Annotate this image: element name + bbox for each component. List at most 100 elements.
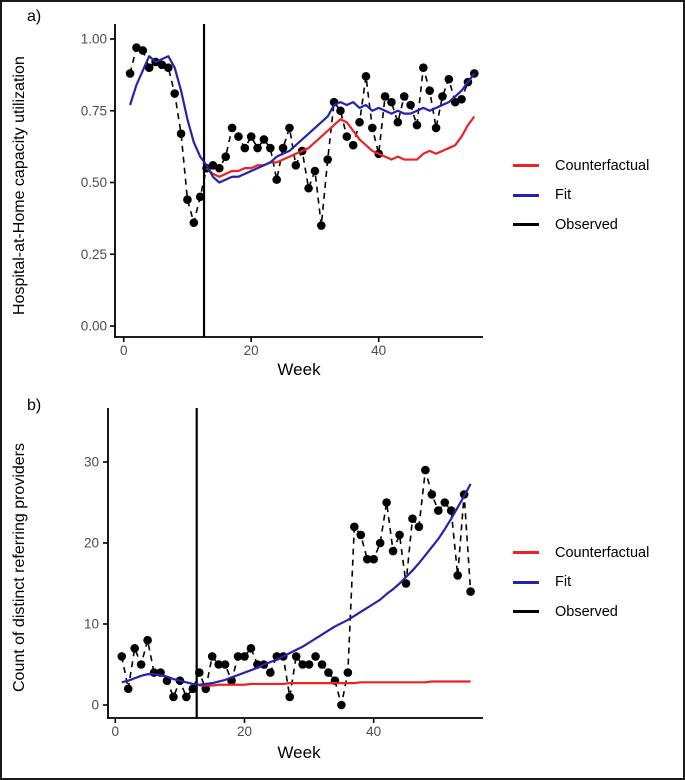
observed-point (421, 465, 430, 475)
observed-point (317, 660, 327, 669)
observed-point (125, 69, 135, 78)
observed-point (388, 546, 398, 556)
y-tick-label: 20 (84, 536, 99, 551)
x-tick-label: 0 (112, 724, 120, 739)
y-tick-label: 0.50 (81, 175, 107, 190)
legend-swatch-observed (513, 223, 539, 227)
observed-point (440, 498, 450, 507)
panel-b: b) Count of distinct referring providers… (2, 390, 683, 778)
observed-point (195, 192, 205, 202)
legend-item-fit: Fit (513, 181, 649, 211)
observed-point (221, 152, 230, 161)
legend-label: Observed (555, 603, 618, 620)
observed-point (123, 684, 133, 694)
legend-label: Counterfactual (555, 157, 650, 174)
counterfactual-line (199, 680, 471, 687)
observed-point (117, 652, 127, 661)
observed-point (253, 143, 262, 153)
y-tick-label: 30 (84, 455, 99, 470)
observed-point (310, 166, 320, 176)
legend-swatch-fit (513, 193, 539, 197)
observed-point (143, 635, 152, 645)
observed-point (453, 571, 462, 580)
y-tick-label: 1.00 (81, 32, 107, 47)
fit-line (129, 55, 476, 184)
observed-point (323, 155, 333, 164)
observed-point (444, 74, 454, 84)
observed-point (414, 522, 424, 532)
observed-point (457, 94, 466, 104)
observed-point (317, 221, 326, 230)
observed-point (240, 143, 250, 153)
legend-label: Counterfactual (555, 544, 650, 561)
legend-label: Fit (555, 187, 572, 204)
observed-point (291, 652, 301, 661)
legend-swatch-counterfactual (513, 551, 539, 555)
legend-item-observed: Observed (513, 210, 649, 240)
observed-point (408, 514, 417, 523)
observed-point (188, 684, 198, 694)
observed-point (399, 92, 409, 101)
observed-dashed-line (120, 469, 472, 706)
observed-point (164, 63, 173, 72)
observed-point (380, 92, 390, 101)
observed-point (382, 498, 391, 507)
legend-item-fit: Fit (513, 568, 649, 598)
observed-point (285, 692, 295, 702)
panel-b-legend: Counterfactual Fit Observed (513, 538, 649, 627)
observed-point (406, 100, 415, 110)
observed-point (215, 163, 224, 173)
legend-item-counterfactual: Counterfactual (513, 538, 649, 568)
observed-point (138, 46, 148, 55)
observed-point (393, 117, 403, 127)
observed-point (169, 692, 178, 702)
legend-swatch-counterfactual (513, 164, 539, 168)
y-tick-label: 0 (91, 698, 99, 713)
observed-point (266, 143, 275, 153)
observed-point (342, 132, 352, 141)
panel-a-plot: 0 20 40 0.00 0.25 0.50 0.75 1.00 (81, 24, 483, 358)
observed-point (343, 668, 353, 677)
x-tick-label: 20 (237, 724, 252, 739)
observed-point (412, 120, 422, 130)
observed-point (233, 652, 243, 661)
observed-point (369, 554, 379, 564)
observed-point (246, 644, 256, 653)
legend-swatch-observed (513, 610, 539, 614)
observed-point (431, 123, 441, 133)
observed-point (324, 668, 333, 677)
observed-point (207, 652, 217, 661)
observed-point (361, 72, 371, 81)
observed-point (266, 668, 275, 677)
observed-point (419, 63, 428, 72)
observed-point (278, 143, 288, 153)
legend-label: Fit (555, 574, 572, 591)
observed-point (144, 63, 154, 72)
observed-point (375, 538, 385, 548)
observed-point (401, 579, 411, 588)
observed-point (427, 490, 437, 499)
legend-swatch-fit (513, 580, 539, 584)
y-tick-label: 0.25 (81, 247, 107, 262)
observed-series (125, 43, 479, 230)
observed-point (425, 86, 435, 95)
axes: 0 20 40 0 10 20 30 (84, 408, 483, 739)
observed-point (362, 554, 372, 564)
legend-item-counterfactual: Counterfactual (513, 151, 649, 181)
observed-point (298, 660, 307, 669)
observed-point (336, 106, 345, 116)
y-tick-label: 10 (84, 617, 99, 632)
observed-point (395, 530, 404, 540)
observed-point (311, 652, 320, 661)
legend-label: Observed (555, 216, 618, 233)
panel-a-legend: Counterfactual Fit Observed (513, 151, 649, 240)
observed-point (214, 660, 223, 669)
panel-b-label: b) (27, 397, 42, 414)
observed-point (434, 506, 443, 515)
observed-point (227, 123, 237, 133)
fit-line (121, 483, 472, 686)
x-tick-label: 0 (120, 343, 128, 358)
observed-point (291, 160, 301, 170)
observed-point (182, 692, 191, 702)
x-tick-label: 40 (371, 343, 386, 358)
